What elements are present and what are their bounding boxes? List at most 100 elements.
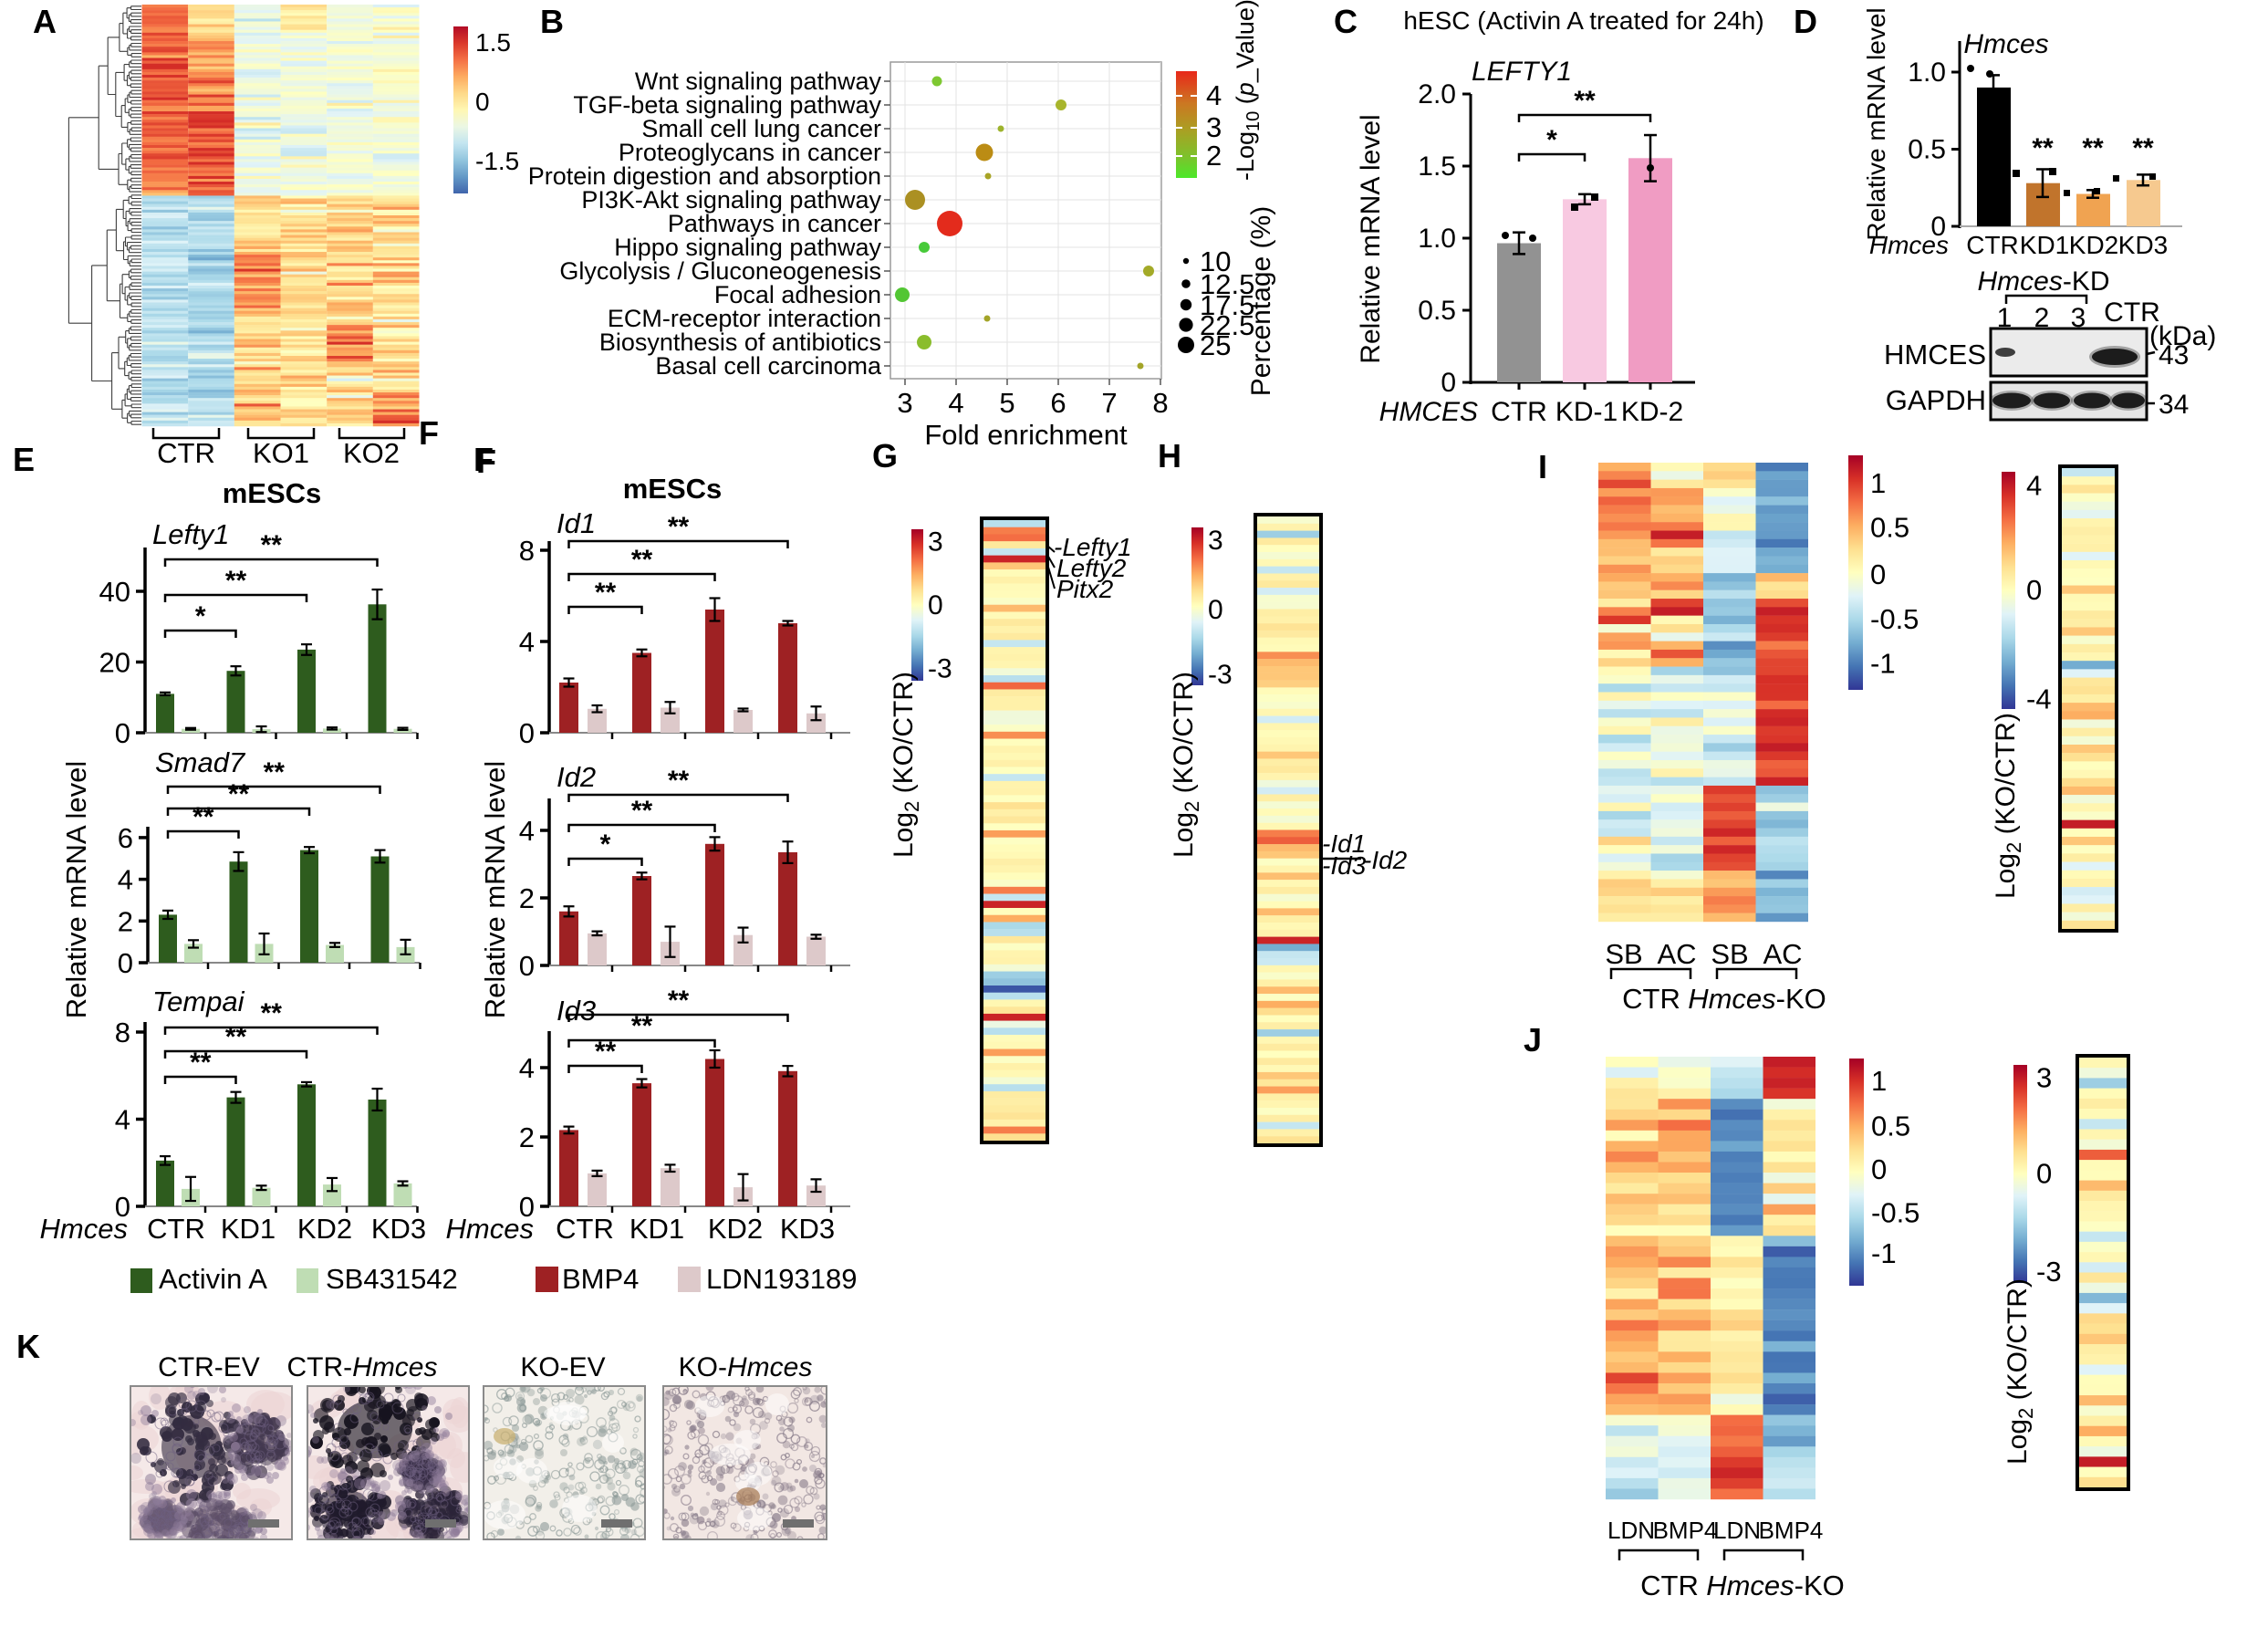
svg-text:Id3: Id3 xyxy=(557,995,596,1027)
svg-text:**: ** xyxy=(225,1022,247,1052)
svg-text:F: F xyxy=(476,443,496,480)
svg-text:**: ** xyxy=(631,1011,653,1041)
svg-text:4: 4 xyxy=(2026,470,2042,502)
svg-text:D: D xyxy=(1794,3,1817,40)
svg-text:Hmces: Hmces xyxy=(446,1213,534,1245)
svg-text:Hmces-KD: Hmces-KD xyxy=(1977,266,2109,297)
svg-text:4: 4 xyxy=(519,1052,535,1084)
svg-text:PI3K-Akt signaling pathway: PI3K-Akt signaling pathway xyxy=(581,186,881,214)
svg-text:Pathways in cancer: Pathways in cancer xyxy=(668,210,881,237)
svg-text:*: * xyxy=(600,829,611,860)
svg-text:mESCs: mESCs xyxy=(623,473,723,505)
svg-text:-Id1: -Id1 xyxy=(1322,829,1366,858)
svg-text:**: ** xyxy=(1574,86,1596,116)
svg-text:-4: -4 xyxy=(2026,683,2052,715)
svg-text:0: 0 xyxy=(475,88,490,116)
svg-text:**: ** xyxy=(190,1048,212,1078)
svg-text:LDN193189: LDN193189 xyxy=(706,1263,857,1295)
svg-text:CTR: CTR xyxy=(556,1213,614,1245)
svg-text:20: 20 xyxy=(99,647,130,679)
svg-text:3: 3 xyxy=(928,527,943,557)
svg-text:Activin A: Activin A xyxy=(159,1263,267,1295)
svg-text:4: 4 xyxy=(519,626,535,658)
svg-text:BMP4: BMP4 xyxy=(562,1263,639,1295)
svg-text:G: G xyxy=(872,437,898,475)
svg-text:-Id2: -Id2 xyxy=(1363,846,1408,874)
svg-text:**: ** xyxy=(631,545,653,575)
svg-text:(kDa): (kDa) xyxy=(2149,321,2216,351)
svg-text:2: 2 xyxy=(519,1121,535,1153)
svg-text:Id2: Id2 xyxy=(557,761,596,793)
svg-text:CTR: CTR xyxy=(157,437,215,469)
svg-text:**: ** xyxy=(595,578,617,608)
svg-text:1: 1 xyxy=(1870,467,1886,499)
svg-text:CTR: CTR xyxy=(147,1213,205,1245)
svg-text:-3: -3 xyxy=(2036,1256,2062,1288)
svg-text:Focal adhesion: Focal adhesion xyxy=(714,281,881,308)
svg-text:-1: -1 xyxy=(1870,648,1896,680)
svg-text:1: 1 xyxy=(1997,303,2013,333)
svg-text:BMP4: BMP4 xyxy=(1653,1517,1718,1544)
svg-text:CTR: CTR xyxy=(1966,231,2019,259)
svg-text:KD3: KD3 xyxy=(2118,231,2168,259)
svg-text:LDN: LDN xyxy=(1713,1517,1761,1544)
svg-text:**: ** xyxy=(2082,133,2104,163)
svg-text:2: 2 xyxy=(2034,303,2050,333)
svg-text:KD1: KD1 xyxy=(2020,231,2069,259)
svg-text:Hmces: Hmces xyxy=(1963,29,2048,59)
svg-text:Pitx2: Pitx2 xyxy=(1056,575,1114,603)
svg-text:CTR: CTR xyxy=(1640,1570,1699,1601)
svg-text:Log2 (KO/CTR): Log2 (KO/CTR) xyxy=(889,672,923,858)
svg-text:Hippo signaling pathway: Hippo signaling pathway xyxy=(614,234,881,261)
svg-text:1.5: 1.5 xyxy=(1418,151,1456,182)
svg-text:**: ** xyxy=(595,1037,617,1067)
svg-text:0: 0 xyxy=(519,950,535,982)
svg-text:Protein digestion and absorpti: Protein digestion and absorption xyxy=(528,162,881,190)
svg-text:GAPDH: GAPDH xyxy=(1886,384,1986,416)
svg-text:25: 25 xyxy=(1200,329,1231,361)
svg-text:2.0: 2.0 xyxy=(1418,79,1456,110)
svg-text:4: 4 xyxy=(118,864,133,896)
svg-text:3: 3 xyxy=(897,387,912,419)
svg-text:SB431542: SB431542 xyxy=(326,1263,458,1295)
svg-text:J: J xyxy=(1524,1021,1542,1059)
svg-text:Relative mRNA level: Relative mRNA level xyxy=(479,761,511,1019)
svg-text:0.5: 0.5 xyxy=(1418,296,1456,326)
svg-text:4: 4 xyxy=(948,387,963,419)
svg-text:Relative mRNA level: Relative mRNA level xyxy=(1862,7,1890,240)
svg-text:0: 0 xyxy=(1208,595,1223,625)
svg-text:Lefty1: Lefty1 xyxy=(152,518,229,550)
svg-text:KD-2: KD-2 xyxy=(1621,397,1683,427)
svg-text:3: 3 xyxy=(1206,111,1222,143)
svg-text:KO2: KO2 xyxy=(343,437,400,469)
svg-text:Hmces: Hmces xyxy=(40,1213,128,1245)
svg-text:Smad7: Smad7 xyxy=(155,746,246,778)
svg-text:Id1: Id1 xyxy=(557,507,596,539)
svg-text:0: 0 xyxy=(1871,1153,1887,1185)
svg-text:KD2: KD2 xyxy=(2069,231,2118,259)
svg-text:0: 0 xyxy=(115,717,130,749)
svg-text:KD1: KD1 xyxy=(629,1213,684,1245)
svg-text:Relative mRNA level: Relative mRNA level xyxy=(1356,114,1386,363)
svg-text:CTR: CTR xyxy=(2104,297,2160,328)
svg-text:F: F xyxy=(473,441,494,478)
svg-text:Fold enrichment: Fold enrichment xyxy=(924,419,1128,451)
svg-text:**: ** xyxy=(261,530,283,560)
svg-text:Basal cell carcinoma: Basal cell carcinoma xyxy=(655,352,882,380)
svg-text:**: ** xyxy=(228,779,250,809)
svg-text:1.5: 1.5 xyxy=(475,28,511,57)
svg-text:0: 0 xyxy=(928,590,943,621)
svg-text:-1.5: -1.5 xyxy=(475,147,519,175)
svg-text:**: ** xyxy=(631,796,653,826)
svg-text:Log2 (KO/CTR): Log2 (KO/CTR) xyxy=(1169,672,1203,858)
svg-text:2: 2 xyxy=(118,905,133,937)
svg-text:A: A xyxy=(33,3,57,40)
svg-text:1.0: 1.0 xyxy=(1418,224,1456,254)
svg-text:Biosynthesis of antibiotics: Biosynthesis of antibiotics xyxy=(599,329,881,356)
svg-text:ECM-receptor interaction: ECM-receptor interaction xyxy=(608,305,881,332)
svg-text:SB: SB xyxy=(1711,938,1748,970)
svg-text:Small cell lung cancer: Small cell lung cancer xyxy=(641,115,881,142)
svg-text:3: 3 xyxy=(1208,526,1223,556)
svg-text:0: 0 xyxy=(1441,368,1456,398)
svg-text:Wnt signaling pathway: Wnt signaling pathway xyxy=(635,68,882,95)
